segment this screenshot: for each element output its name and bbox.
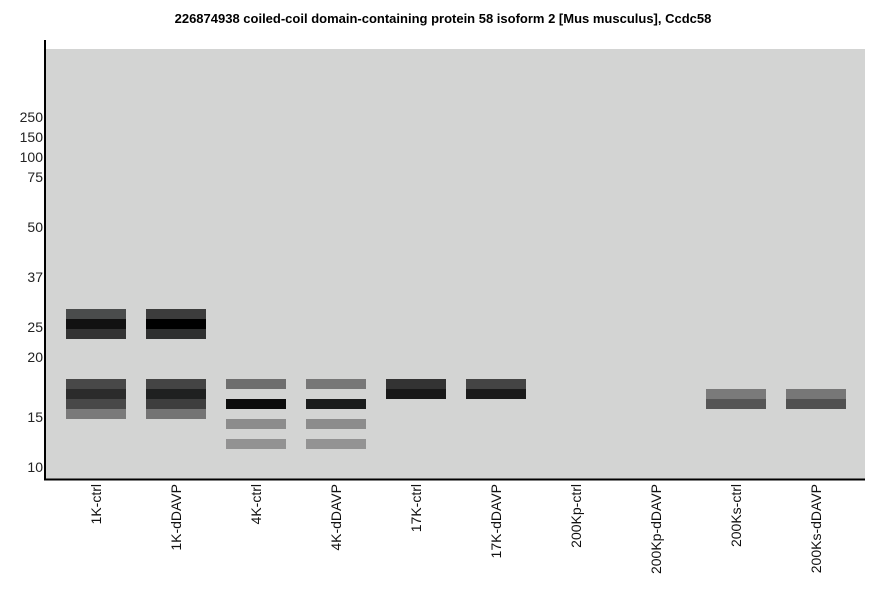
band xyxy=(306,399,366,409)
band xyxy=(146,409,206,419)
band xyxy=(226,399,286,409)
lane-label: 17K-ctrl xyxy=(408,484,424,532)
lane-label: 1K-ctrl xyxy=(88,484,104,524)
band xyxy=(306,379,366,389)
band xyxy=(466,389,526,399)
lane-label: 4K-ctrl xyxy=(248,484,264,524)
band xyxy=(226,379,286,389)
y-tick-label: 50 xyxy=(27,219,43,235)
y-tick-label: 10 xyxy=(27,459,43,475)
band xyxy=(706,399,766,409)
band xyxy=(226,439,286,449)
lane-label: 200Ks-dDAVP xyxy=(808,484,824,573)
y-tick-label: 150 xyxy=(20,129,44,145)
band xyxy=(386,389,446,399)
band xyxy=(66,319,126,329)
band xyxy=(66,329,126,339)
band xyxy=(66,379,126,389)
chart-title: 226874938 coiled-coil domain-containing … xyxy=(174,11,712,26)
band xyxy=(66,409,126,419)
band xyxy=(66,389,126,399)
band xyxy=(466,379,526,389)
lane-label: 17K-dDAVP xyxy=(488,484,504,558)
band xyxy=(146,319,206,329)
y-tick-label: 25 xyxy=(27,319,43,335)
lane-label: 200Kp-ctrl xyxy=(568,484,584,548)
band xyxy=(386,379,446,389)
band xyxy=(146,309,206,319)
lane-label: 4K-dDAVP xyxy=(328,484,344,551)
band xyxy=(786,399,846,409)
band xyxy=(146,329,206,339)
lane-label: 200Kp-dDAVP xyxy=(648,484,664,574)
band xyxy=(66,399,126,409)
y-tick-label: 100 xyxy=(20,149,44,165)
band xyxy=(786,389,846,399)
band xyxy=(706,389,766,399)
y-tick-label: 250 xyxy=(20,109,44,125)
band xyxy=(146,399,206,409)
band xyxy=(226,419,286,429)
band xyxy=(306,439,366,449)
y-tick-label: 37 xyxy=(27,269,43,285)
band xyxy=(146,379,206,389)
lane-label: 200Ks-ctrl xyxy=(728,484,744,547)
band xyxy=(306,419,366,429)
y-tick-label: 20 xyxy=(27,349,43,365)
band xyxy=(146,389,206,399)
y-tick-label: 75 xyxy=(27,169,43,185)
band xyxy=(66,309,126,319)
lane-label: 1K-dDAVP xyxy=(168,484,184,551)
y-tick-label: 15 xyxy=(27,409,43,425)
